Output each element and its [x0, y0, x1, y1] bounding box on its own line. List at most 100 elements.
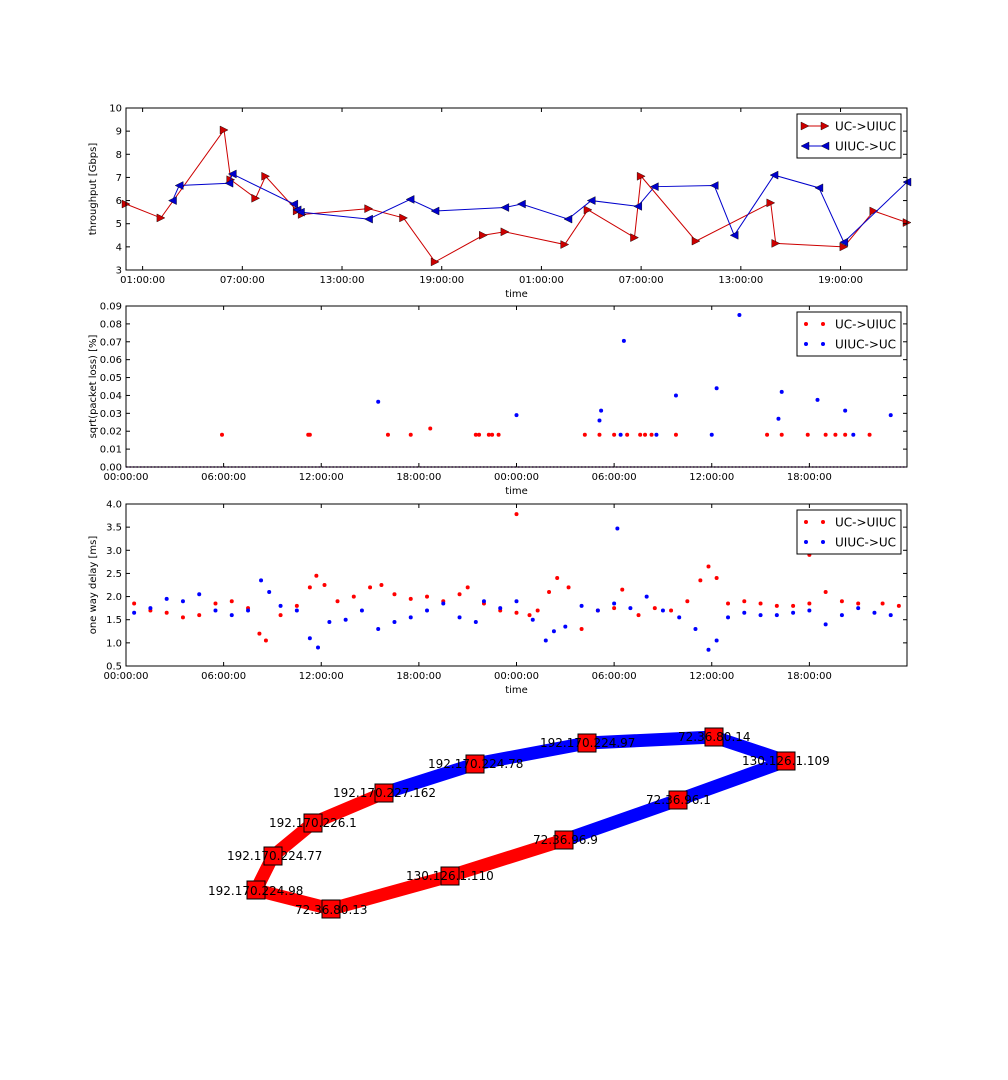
data-point — [779, 389, 784, 394]
data-point — [769, 170, 779, 180]
data-point — [612, 606, 617, 611]
delay-panel: 0.5 1.0 1.5 2.0 2.5 3.0 3.5 4.0 00:00:00 06:00:00… — [88, 500, 908, 696]
data-point — [514, 599, 519, 604]
data-point — [880, 601, 885, 606]
data-point — [132, 601, 137, 606]
router-label: 72.36.80.14 — [678, 730, 751, 744]
y-tick-label: 6 — [116, 196, 122, 207]
data-point — [615, 526, 620, 531]
data-point — [351, 594, 356, 599]
data-point — [851, 432, 856, 437]
data-point — [490, 432, 495, 437]
x-tick-label: 07:00:00 — [220, 275, 265, 286]
legend: UC->UIUC UIUC->UC — [796, 113, 902, 159]
router-node — [440, 866, 460, 886]
data-point — [685, 599, 690, 604]
y-tick-label: 2.0 — [106, 592, 122, 603]
y-axis-label: sqrt(packet loss) [%] — [88, 334, 99, 438]
y-tick-label: 0.06 — [100, 355, 122, 366]
x-tick-label: 12:00:00 — [689, 671, 734, 682]
data-point — [229, 613, 234, 618]
data-point — [843, 408, 848, 413]
data-point — [691, 236, 701, 246]
y-tick-label: 0.04 — [100, 391, 122, 402]
y-axis-label: throughput [Gbps] — [88, 143, 99, 236]
data-point — [805, 432, 810, 437]
router-label: 192.170.227.162 — [333, 786, 436, 800]
data-point — [833, 432, 838, 437]
data-point — [628, 606, 633, 611]
data-point — [807, 608, 812, 613]
data-point — [408, 615, 413, 620]
data-point — [473, 432, 478, 437]
data-point — [227, 169, 237, 179]
data-point — [500, 227, 510, 237]
legend-box — [796, 509, 902, 555]
data-point — [714, 576, 719, 581]
data-point — [566, 585, 571, 590]
data-point — [425, 594, 430, 599]
data-point — [579, 603, 584, 608]
data-point — [621, 338, 626, 343]
data-point — [457, 615, 462, 620]
x-tick-label: 00:00:00 — [494, 472, 539, 483]
data-point — [583, 205, 593, 215]
data-point — [856, 601, 861, 606]
legend-marker — [821, 520, 825, 524]
y-axis-label: one way delay [ms] — [88, 536, 99, 635]
data-point — [441, 601, 446, 606]
data-point — [547, 589, 552, 594]
router-node — [776, 751, 796, 771]
data-point — [164, 610, 169, 615]
data-point — [327, 620, 332, 625]
legend-marker — [804, 342, 808, 346]
data-point — [779, 432, 784, 437]
data-point — [219, 125, 229, 135]
data-point — [896, 603, 901, 608]
data-point — [385, 432, 390, 437]
x-tick-label: 07:00:00 — [619, 275, 664, 286]
data-point — [543, 638, 548, 643]
data-point — [765, 432, 770, 437]
data-point — [673, 432, 678, 437]
y-tick-label: 1.5 — [106, 615, 122, 626]
plot-frame — [125, 305, 908, 468]
data-point — [296, 207, 305, 217]
router-node — [303, 813, 323, 833]
router-label: 130.126.1.109 — [742, 754, 830, 768]
y-tick-label: 10 — [109, 104, 122, 115]
data-point — [368, 585, 373, 590]
x-tick-label: 12:00:00 — [299, 671, 344, 682]
data-point — [599, 408, 604, 413]
network-path-diagram: 192.170.224.97 72.36.80.14 192.170.224.78 1… — [208, 727, 830, 919]
data-point — [698, 578, 703, 583]
data-point — [307, 432, 312, 437]
data-point — [586, 196, 596, 205]
data-point — [839, 242, 849, 252]
data-point — [644, 594, 649, 599]
x-tick-label: 06:00:00 — [201, 671, 246, 682]
data-point — [289, 199, 299, 209]
legend-box — [796, 113, 902, 159]
data-point — [677, 615, 682, 620]
data-point — [693, 626, 698, 631]
data-point — [649, 182, 659, 192]
data-point — [479, 230, 488, 240]
data-point — [742, 610, 747, 615]
data-point — [294, 608, 299, 613]
plot-frame — [125, 107, 908, 271]
x-tick-label: 06:00:00 — [201, 472, 246, 483]
data-point — [839, 613, 844, 618]
series-UIUC->UC — [168, 169, 912, 247]
data-point — [620, 587, 625, 592]
data-point — [856, 606, 861, 611]
router-node — [246, 880, 266, 900]
data-point — [259, 578, 264, 583]
data-point — [465, 585, 470, 590]
data-point — [563, 214, 573, 224]
data-point — [563, 624, 568, 629]
data-point — [219, 432, 224, 437]
data-point — [771, 239, 781, 248]
legend-marker — [804, 520, 808, 524]
data-point — [294, 603, 299, 608]
